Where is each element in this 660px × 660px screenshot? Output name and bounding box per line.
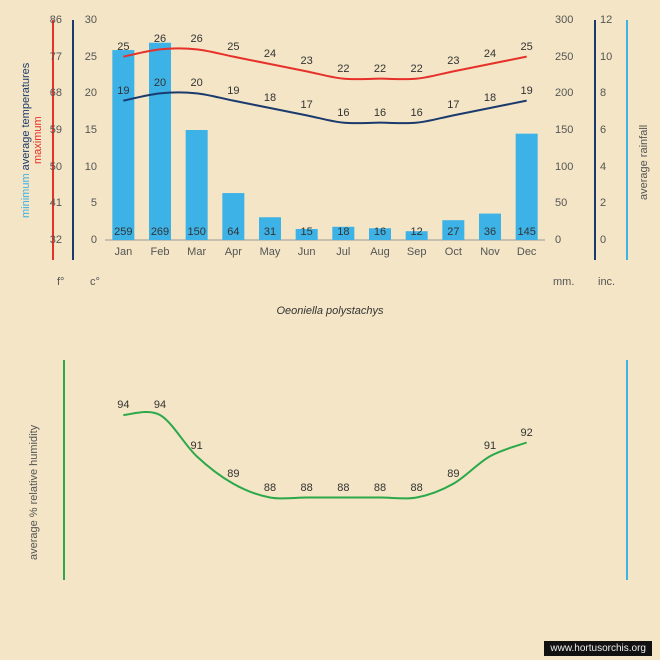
humidity-chart <box>0 0 660 585</box>
humidity-axis-label: average % relative humidity <box>28 380 40 560</box>
watermark: www.hortusorchis.org <box>544 641 652 656</box>
